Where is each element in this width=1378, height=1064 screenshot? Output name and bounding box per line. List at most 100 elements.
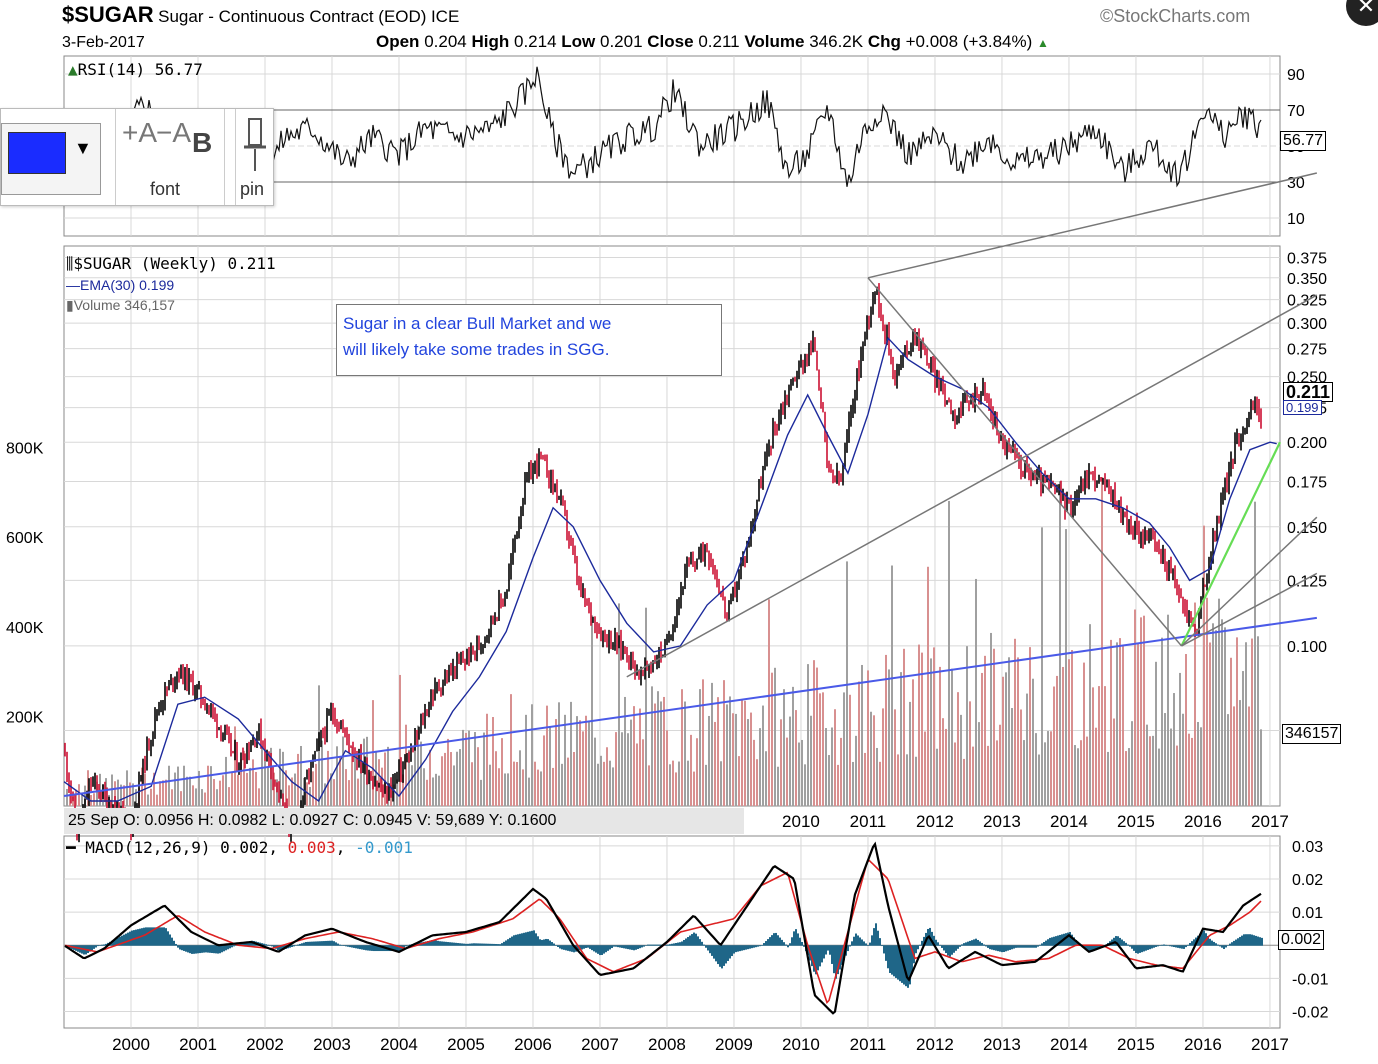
macd-histogram-bar <box>229 945 231 949</box>
macd-histogram-bar <box>797 933 799 946</box>
macd-histogram-bar <box>371 945 373 951</box>
volume-bar <box>306 782 308 806</box>
x-tick-label-bottom: 2002 <box>246 1035 284 1054</box>
volume-bar <box>471 762 473 806</box>
price-tick-label: 0.175 <box>1287 474 1327 491</box>
macd-histogram-bar <box>619 945 621 948</box>
price-tick-label: 0.300 <box>1287 316 1327 333</box>
ema-line <box>63 336 1277 803</box>
volume-bar <box>162 780 164 806</box>
volume-bar <box>432 777 434 806</box>
volume-bar <box>669 764 671 806</box>
annotation-box[interactable]: Sugar in a clear Bull Market and we will… <box>336 304 722 376</box>
volume-bar <box>984 655 986 806</box>
volume-bar <box>315 763 317 806</box>
macd-histogram-bar <box>469 943 471 946</box>
macd-histogram-bar <box>317 941 319 946</box>
volume-bar <box>204 792 206 806</box>
macd-histogram-bar <box>983 944 985 946</box>
volume-bar <box>531 704 533 806</box>
volume-bar <box>1092 687 1094 806</box>
macd-histogram-bar <box>607 945 609 951</box>
macd-histogram-bar <box>521 933 523 946</box>
volume-bar <box>507 773 509 806</box>
price-tick-label: 0.350 <box>1287 271 1327 288</box>
volume-bar <box>447 738 449 806</box>
volume-bars-icon: ▮ <box>66 297 74 313</box>
font-increase-button[interactable]: +A <box>122 117 158 148</box>
macd-histogram-bar <box>1185 945 1187 948</box>
macd-histogram-bar <box>945 945 947 954</box>
macd-histogram-bar <box>1071 934 1073 946</box>
bold-button[interactable]: B <box>192 127 213 158</box>
macd-histogram-bar <box>955 945 957 951</box>
macd-histogram-bar <box>825 945 827 955</box>
volume-bar <box>501 738 503 806</box>
volume-bar <box>855 735 857 806</box>
volume-tick-label: 200K <box>6 709 44 726</box>
macd-histogram-bar <box>325 940 327 946</box>
volume-bar <box>1242 671 1244 806</box>
macd-histogram-bar <box>949 945 951 957</box>
macd-histogram-bar <box>851 941 853 946</box>
macd-histogram-bar <box>625 945 627 949</box>
volume-bar <box>1170 728 1172 806</box>
macd-histogram-bar <box>583 945 585 949</box>
macd-histogram-bar <box>311 941 313 946</box>
volume-bar <box>546 705 548 806</box>
rsi-tick-label: 10 <box>1287 211 1305 228</box>
color-swatch <box>8 132 66 174</box>
macd-histogram-bar <box>721 945 723 969</box>
volume-bar <box>843 692 845 806</box>
volume-bar <box>1176 745 1178 806</box>
volume-bar <box>153 772 155 806</box>
macd-histogram-bar <box>473 943 475 946</box>
annotation-line-2: will likely take some trades in SGG. <box>343 340 610 359</box>
volume-bar <box>1053 686 1055 806</box>
macd-histogram-bar <box>643 945 645 947</box>
macd-histogram-bar <box>183 945 185 951</box>
volume-bar <box>558 702 560 806</box>
macd-histogram-bar <box>1183 945 1185 949</box>
macd-histogram-bar <box>979 941 981 946</box>
volume-bar <box>309 786 311 806</box>
volume-bar <box>1068 659 1070 806</box>
volume-bar <box>909 701 911 806</box>
macd-histogram-bar <box>1237 938 1239 946</box>
volume-tick-label: 800K <box>6 441 44 458</box>
macd-histogram-bar <box>553 943 555 946</box>
macd-histogram-bar <box>719 945 721 967</box>
macd-histogram-bar <box>821 945 823 963</box>
volume-bar <box>636 743 638 806</box>
volume-bar <box>255 771 257 806</box>
pin-button[interactable]: pin <box>235 109 274 205</box>
macd-histogram-bar <box>807 945 809 956</box>
volume-bar <box>1239 700 1241 806</box>
volume-bar <box>321 740 323 806</box>
macd-histogram-bar <box>1059 934 1061 946</box>
volume-bar <box>222 775 224 806</box>
volume-bar <box>1167 614 1169 806</box>
font-decrease-button[interactable]: −A <box>156 117 192 148</box>
macd-histogram-bar <box>833 945 835 974</box>
macd-histogram-bar <box>219 945 221 954</box>
macd-histogram-bar <box>707 945 709 951</box>
volume-bar <box>852 761 854 806</box>
macd-histogram-bar <box>627 945 629 950</box>
macd-histogram-bar <box>887 945 889 969</box>
color-picker-button[interactable]: ▼ <box>1 123 101 195</box>
volume-bar <box>972 746 974 806</box>
macd-histogram-bar <box>1123 941 1125 946</box>
volume-value-tag: 346157 <box>1282 724 1342 744</box>
volume-bar <box>975 578 977 806</box>
open-value: 0.204 <box>424 32 467 51</box>
rsi-legend-icon: ▲ <box>68 60 78 79</box>
macd-histogram-bar <box>333 941 335 946</box>
macd-histogram-bar <box>235 944 237 946</box>
volume-bar <box>1134 609 1136 806</box>
macd-histogram-bar <box>147 927 149 946</box>
macd-histogram-bar <box>1073 937 1075 946</box>
macd-histogram-bar <box>501 943 503 946</box>
macd-histogram-bar <box>547 939 549 946</box>
volume-bar <box>711 682 713 806</box>
